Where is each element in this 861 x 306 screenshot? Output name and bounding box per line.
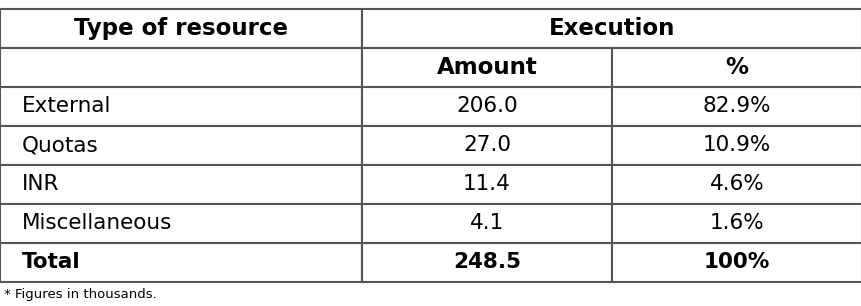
Text: 4.6%: 4.6% xyxy=(709,174,764,194)
Text: Amount: Amount xyxy=(437,56,536,79)
Text: 82.9%: 82.9% xyxy=(702,96,771,117)
Text: INR: INR xyxy=(22,174,59,194)
Bar xyxy=(0,165,362,204)
Bar xyxy=(0,204,362,243)
Text: 1.6%: 1.6% xyxy=(709,213,764,233)
Text: Quotas: Quotas xyxy=(22,135,98,155)
Bar xyxy=(362,126,611,165)
Text: Miscellaneous: Miscellaneous xyxy=(22,213,171,233)
Text: 100%: 100% xyxy=(703,252,769,272)
Text: Execution: Execution xyxy=(548,17,674,40)
Bar xyxy=(362,243,611,282)
Text: * Figures in thousands.: * Figures in thousands. xyxy=(4,288,157,300)
Text: 4.1: 4.1 xyxy=(469,213,504,233)
Text: External: External xyxy=(22,96,111,117)
Bar xyxy=(611,87,861,126)
Bar xyxy=(611,165,861,204)
Bar xyxy=(611,126,861,165)
Bar xyxy=(0,243,362,282)
Bar xyxy=(0,87,362,126)
Text: 248.5: 248.5 xyxy=(453,252,520,272)
Bar xyxy=(362,87,611,126)
Text: 11.4: 11.4 xyxy=(462,174,511,194)
Text: 10.9%: 10.9% xyxy=(702,135,771,155)
Bar xyxy=(362,48,611,87)
Bar xyxy=(362,204,611,243)
Bar xyxy=(611,204,861,243)
Bar xyxy=(362,9,861,48)
Bar xyxy=(611,48,861,87)
Bar xyxy=(362,165,611,204)
Text: %: % xyxy=(725,56,747,79)
Text: Type of resource: Type of resource xyxy=(74,17,288,40)
Text: 27.0: 27.0 xyxy=(462,135,511,155)
Bar xyxy=(0,48,362,87)
Bar xyxy=(611,243,861,282)
Bar xyxy=(0,9,362,48)
Text: Total: Total xyxy=(22,252,80,272)
Text: 206.0: 206.0 xyxy=(455,96,517,117)
Bar xyxy=(0,126,362,165)
